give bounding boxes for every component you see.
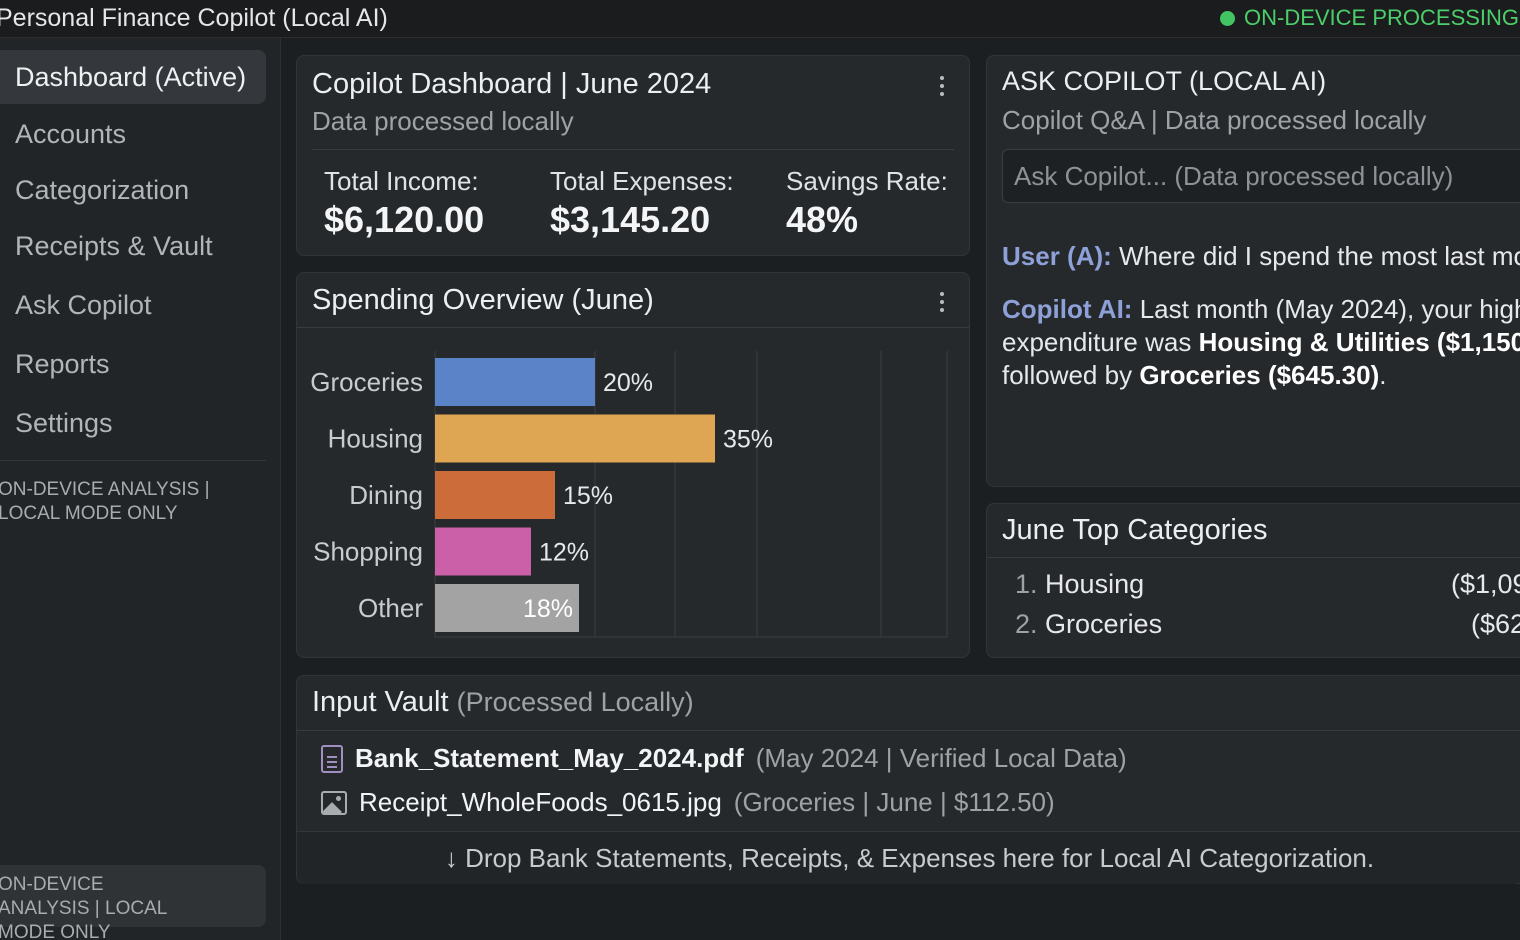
spending-title: Spending Overview (June) [312, 284, 654, 316]
divider [987, 557, 1520, 558]
file-name: Bank_Statement_May_2024.pdf [355, 743, 744, 773]
ai-message-line-3: followed by Groceries ($645.30). [1002, 359, 1386, 392]
value-label-groceries: 20% [603, 369, 653, 397]
category-label-groceries: Groceries [310, 367, 423, 397]
income-label: Total Income: [324, 166, 479, 196]
vault-title: Input Vault (Processed Locally) [312, 686, 694, 719]
top-category-rank: 2. [1015, 609, 1038, 639]
top-category-value: ($1,09 [1451, 569, 1520, 599]
user-message: User (A): Where did I spend the most las… [1002, 240, 1520, 273]
input-vault-card: Input Vault (Processed Locally) Bank_Sta… [296, 675, 1520, 884]
sidebar-item-reports[interactable]: Reports [15, 349, 110, 379]
file-drop-zone[interactable]: ↓ Drop Bank Statements, Receipts, & Expe… [297, 831, 1520, 884]
ask-subtitle: Copilot Q&A | Data processed locally [1002, 105, 1427, 135]
top-category-value: ($62 [1471, 609, 1520, 639]
dashboard-subtitle: Data processed locally [312, 106, 574, 136]
sidebar-item-accounts[interactable]: Accounts [15, 119, 127, 149]
top-category-item[interactable]: 1. Housing [1015, 569, 1144, 600]
bar-groceries[interactable] [435, 358, 595, 406]
ask-copilot-card: ASK COPILOT (LOCAL AI) Copilot Q&A | Dat… [986, 55, 1520, 487]
vault-file-row[interactable]: Bank_Statement_May_2024.pdf (May 2024 | … [321, 743, 1127, 774]
title-bar: Personal Finance Copilot (Local AI) ON-D… [0, 0, 1520, 38]
vault-file-row[interactable]: Receipt_WholeFoods_0615.jpg (Groceries |… [321, 787, 1055, 818]
document-icon [321, 744, 343, 773]
status-dot-icon [1220, 10, 1235, 26]
sidebar-item-settings[interactable]: Settings [15, 408, 113, 438]
vault-title-text: Input Vault [312, 686, 449, 718]
dashboard-title: Copilot Dashboard | June 2024 [312, 68, 712, 100]
bar-shopping[interactable] [435, 527, 531, 576]
top-category-item[interactable]: 2. Groceries [1015, 609, 1162, 640]
ai-text-3-bold: Groceries ($645.30) [1139, 360, 1380, 390]
ask-input-placeholder: Ask Copilot... (Data processed locally) [1014, 161, 1454, 191]
ai-text-3-end: . [1379, 360, 1387, 390]
sidebar-item-ask-copilot[interactable]: Ask Copilot [15, 290, 152, 320]
ask-title: ASK COPILOT (LOCAL AI) [1002, 66, 1327, 96]
value-label-other: 18% [523, 595, 573, 623]
file-name: Receipt_WholeFoods_0615.jpg [359, 787, 722, 817]
image-icon [321, 790, 347, 815]
sidebar-item-categorization[interactable]: Categorization [15, 175, 190, 205]
category-label-housing: Housing [328, 424, 423, 454]
top-category-name: Groceries [1045, 609, 1163, 639]
bar-housing[interactable] [435, 414, 715, 463]
more-options-icon[interactable] [940, 292, 946, 312]
bar-other[interactable] [435, 584, 579, 632]
file-meta: (Groceries | June | $112.50) [733, 787, 1055, 817]
dashboard-summary-card: Copilot Dashboard | June 2024 Data proce… [296, 55, 970, 256]
sidebar: Dashboard (Active) Accounts Categorizati… [0, 38, 281, 940]
savings-label: Savings Rate: [786, 166, 948, 196]
file-meta: (May 2024 | Verified Local Data) [755, 743, 1127, 773]
vault-title-note: (Processed Locally) [456, 687, 694, 717]
expenses-label: Total Expenses: [550, 166, 734, 196]
ai-text-2-bold: Housing & Utilities ($1,150.00 [1198, 327, 1520, 357]
sidebar-footer: ON-DEVICE ANALYSIS | LOCAL MODE ONLY [0, 865, 266, 940]
sidebar-item-dashboard[interactable]: Dashboard (Active) [0, 50, 266, 104]
value-label-housing: 35% [723, 426, 773, 454]
ai-label: Copilot AI: [1002, 294, 1133, 324]
ask-copilot-input[interactable]: Ask Copilot... (Data processed locally) [1002, 149, 1520, 203]
category-label-other: Other [358, 593, 423, 623]
status-text: ON-DEVICE PROCESSING AC [1244, 5, 1520, 30]
divider [297, 730, 1520, 731]
top-categories-card: June Top Categories 1. Housing ($1,09 2.… [986, 503, 1520, 658]
sidebar-item-receipts-vault[interactable]: Receipts & Vault [15, 231, 213, 261]
top-category-name: Housing [1045, 569, 1145, 599]
processing-status: ON-DEVICE PROCESSING AC [1220, 5, 1520, 31]
top-categories-title: June Top Categories [1002, 514, 1268, 546]
sidebar-note: ON-DEVICE ANALYSIS | LOCAL MODE ONLY [0, 479, 210, 524]
category-label-dining: Dining [349, 480, 423, 510]
value-label-shopping: 12% [539, 539, 589, 567]
ai-text-1: Last month (May 2024), your highest [1139, 294, 1520, 324]
divider [312, 149, 954, 150]
user-label: User (A): [1002, 241, 1112, 271]
app-title: Personal Finance Copilot (Local AI) [0, 4, 388, 32]
spending-bar-chart: Groceries 20% Housing 35% Dining 15% Shopping 1… [310, 351, 948, 638]
ai-text-3: followed by [1002, 360, 1133, 390]
more-options-icon[interactable] [940, 76, 946, 96]
ai-message-line-1: Copilot AI: Last month (May 2024), your … [1002, 293, 1520, 326]
sidebar-divider [0, 460, 266, 461]
top-category-rank: 1. [1015, 569, 1038, 599]
user-text: Where did I spend the most last month [1119, 241, 1520, 271]
income-value: $6,120.00 [324, 199, 485, 240]
divider [297, 327, 969, 328]
value-label-dining: 15% [563, 482, 613, 510]
ai-message-line-2: expenditure was Housing & Utilities ($1,… [1002, 326, 1520, 359]
spending-overview-card: Spending Overview (June) Groceries 20% Hou… [296, 272, 970, 658]
sidebar-footer-note: ON-DEVICE ANALYSIS | LOCAL MODE ONLY [0, 874, 167, 940]
savings-value: 48% [786, 199, 859, 240]
expenses-value: $3,145.20 [550, 199, 711, 240]
category-label-shopping: Shopping [313, 537, 423, 567]
ai-text-2: expenditure was [1002, 327, 1192, 357]
bar-dining[interactable] [435, 471, 555, 519]
